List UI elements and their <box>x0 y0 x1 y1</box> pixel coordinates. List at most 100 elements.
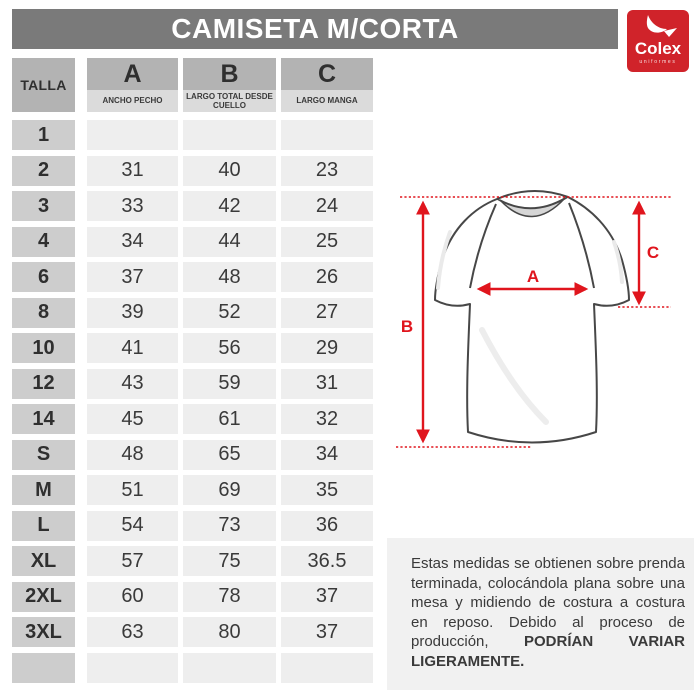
table-header-col-b: B LARGO TOTAL DESDE CUELLO <box>183 58 276 112</box>
measure-c-cell: 25 <box>281 226 373 257</box>
col-b-letter: B <box>183 58 276 90</box>
measure-b-cell: 44 <box>183 226 276 257</box>
measure-a-cell: 31 <box>87 155 178 186</box>
table-row: 3XL 63 80 37 <box>12 617 373 647</box>
table-row: 6 37 48 26 <box>12 262 373 292</box>
size-cell: 3XL <box>12 617 75 647</box>
measure-c-cell: 34 <box>281 439 373 470</box>
measure-b-cell: 61 <box>183 404 276 434</box>
size-cell: 8 <box>12 297 75 328</box>
size-cell: S <box>12 439 75 470</box>
reference-dotted-lines <box>396 196 671 448</box>
size-cell: 4 <box>12 226 75 257</box>
measure-a-label: A <box>527 267 539 286</box>
table-row: 1 <box>12 120 373 150</box>
measure-c-cell: 23 <box>281 155 373 186</box>
measure-a-cell: 43 <box>87 368 178 399</box>
measure-a-cell: 34 <box>87 226 178 257</box>
size-cell: 12 <box>12 368 75 399</box>
measure-a-cell: 57 <box>87 546 178 576</box>
measure-b-cell: 78 <box>183 581 276 612</box>
colex-wing-icon <box>646 15 677 37</box>
measure-b-cell: 56 <box>183 333 276 363</box>
table-row: 4 34 44 25 <box>12 226 373 257</box>
measure-a-cell: 37 <box>87 262 178 292</box>
measure-c-cell: 31 <box>281 368 373 399</box>
measure-b-cell <box>183 120 276 150</box>
measurement-note: Estas medidas se obtienen sobre prenda t… <box>387 538 694 690</box>
table-row: L 54 73 36 <box>12 510 373 541</box>
measure-b-cell: 48 <box>183 262 276 292</box>
size-cell: M <box>12 475 75 505</box>
col-c-description: LARGO MANGA <box>281 90 373 112</box>
measure-a-cell: 45 <box>87 404 178 434</box>
note-emphasis: PODRÍAN VARIAR LIGERAMENTE. <box>411 633 685 670</box>
table-row: 3 33 42 24 <box>12 191 373 221</box>
table-row: XL 57 75 36.5 <box>12 546 373 576</box>
colex-logo: Colex uniformes <box>627 10 689 72</box>
measure-a-cell: 51 <box>87 475 178 505</box>
col-a-description: ANCHO PECHO <box>87 90 178 112</box>
table-row: M 51 69 35 <box>12 475 373 505</box>
dimension-arrows <box>416 200 646 444</box>
size-cell: 10 <box>12 333 75 363</box>
measure-c-cell: 24 <box>281 191 373 221</box>
logo-brand-text: Colex <box>634 39 682 58</box>
measure-c-cell: 37 <box>281 581 373 612</box>
measure-c-cell: 29 <box>281 333 373 363</box>
measure-b-cell: 42 <box>183 191 276 221</box>
measure-a-cell <box>87 652 178 683</box>
measure-b-label: B <box>401 317 413 336</box>
measure-a-cell: 60 <box>87 581 178 612</box>
measure-a-cell: 48 <box>87 439 178 470</box>
size-cell: 2XL <box>12 581 75 612</box>
col-c-letter: C <box>281 58 373 90</box>
measure-b-cell: 80 <box>183 617 276 647</box>
table-row: 8 39 52 27 <box>12 297 373 328</box>
measure-b-cell: 65 <box>183 439 276 470</box>
measure-b-cell: 52 <box>183 297 276 328</box>
measure-a-cell <box>87 120 178 150</box>
table-row: S 48 65 34 <box>12 439 373 470</box>
table-row: 14 45 61 32 <box>12 404 373 434</box>
measure-a-cell: 41 <box>87 333 178 363</box>
measure-a-cell: 63 <box>87 617 178 647</box>
tshirt-outline <box>434 189 630 444</box>
measure-b-cell: 40 <box>183 155 276 186</box>
measure-c-label: C <box>647 243 659 262</box>
table-header-col-c: C LARGO MANGA <box>281 58 373 112</box>
measure-b-cell: 75 <box>183 546 276 576</box>
size-cell: XL <box>12 546 75 576</box>
measure-b-cell: 69 <box>183 475 276 505</box>
measure-c-cell: 36.5 <box>281 546 373 576</box>
size-cell: 1 <box>12 120 75 150</box>
page-title: CAMISETA M/CORTA <box>171 13 459 44</box>
size-cell: L <box>12 510 75 541</box>
measure-c-cell: 37 <box>281 617 373 647</box>
table-row: 12 43 59 31 <box>12 368 373 399</box>
table-row: 2 31 40 23 <box>12 155 373 186</box>
table-header-talla: TALLA <box>12 58 75 112</box>
measure-b-cell: 73 <box>183 510 276 541</box>
size-cell: 6 <box>12 262 75 292</box>
size-cell: 3 <box>12 191 75 221</box>
measure-c-cell: 27 <box>281 297 373 328</box>
measure-c-cell: 35 <box>281 475 373 505</box>
measure-c-cell <box>281 652 373 683</box>
table-header-col-a: A ANCHO PECHO <box>87 58 178 112</box>
measure-b-cell <box>183 652 276 683</box>
measure-a-cell: 39 <box>87 297 178 328</box>
col-b-description: LARGO TOTAL DESDE CUELLO <box>183 90 276 112</box>
col-a-letter: A <box>87 58 178 90</box>
logo-tagline-text: uniformes <box>639 59 677 65</box>
measure-a-cell: 54 <box>87 510 178 541</box>
measure-c-cell: 26 <box>281 262 373 292</box>
note-body: Estas medidas se obtienen sobre prenda t… <box>411 555 685 650</box>
table-row: 2XL 60 78 37 <box>12 581 373 612</box>
measurement-note-text: Estas medidas se obtienen sobre prenda t… <box>411 554 685 671</box>
table-row <box>12 652 373 683</box>
size-cell <box>12 652 75 683</box>
table-row: 10 41 56 29 <box>12 333 373 363</box>
measure-c-cell: 36 <box>281 510 373 541</box>
